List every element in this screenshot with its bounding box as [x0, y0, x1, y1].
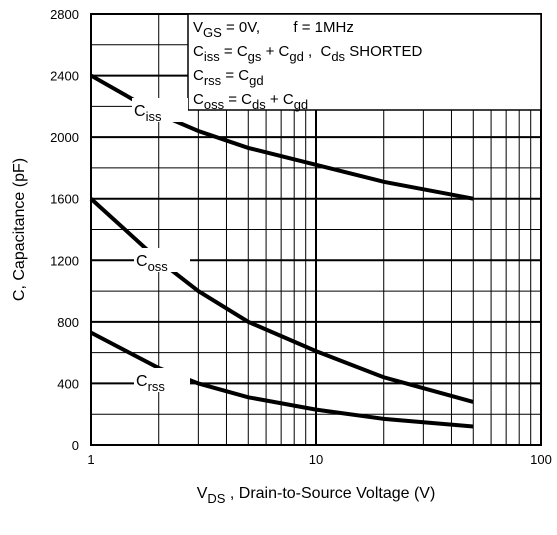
annotation-part: SHORTED	[345, 43, 422, 60]
annotation-part: , C	[304, 43, 332, 60]
annotation-part: C	[193, 67, 204, 84]
y-tick-label: 1600	[50, 192, 79, 207]
annotation-part: rss	[204, 73, 222, 88]
series-label-part: oss	[148, 259, 169, 274]
annotation-part: gs	[248, 49, 262, 64]
annotation: VGS = 0V, f = 1MHz	[193, 19, 354, 40]
series-label-bg	[134, 368, 190, 392]
annotation-part: iss	[204, 49, 220, 64]
annotation-part: ds	[331, 49, 345, 64]
annotation-part: + C	[266, 91, 294, 108]
annotation-part: V	[193, 19, 203, 36]
annotation: Crss = Cgd	[193, 67, 264, 88]
x-axis-label-part: DS	[207, 491, 225, 506]
annotation-box	[187, 13, 542, 111]
series-label: Ciss	[134, 103, 162, 124]
series-label: Coss	[136, 253, 168, 274]
annotation-part: = C	[221, 67, 249, 84]
annotation-part: GS	[203, 25, 222, 40]
annotation-part: gd	[294, 97, 308, 112]
y-tick-label: 800	[57, 315, 79, 330]
annotation-part: + C	[261, 43, 289, 60]
annotation-part: gd	[249, 73, 263, 88]
x-axis-label: VDS , Drain-to-Source Voltage (V)	[197, 485, 436, 506]
y-tick-label: 400	[57, 376, 79, 391]
series-label-part: C	[136, 373, 148, 390]
x-tick-label: 100	[530, 452, 552, 467]
series-label-bg	[132, 98, 188, 122]
y-tick-label: 0	[72, 438, 79, 453]
annotation: Ciss = Cgs + Cgd , Cds SHORTED	[193, 43, 422, 64]
y-axis-label: C, Capacitance (pF)	[11, 158, 28, 301]
y-tick-label: 2000	[50, 130, 79, 145]
x-tick-label: 1	[87, 452, 94, 467]
y-tick-label: 2800	[50, 7, 79, 22]
series-label-bg	[134, 248, 190, 272]
annotation-part: ds	[252, 97, 266, 112]
x-axis-label-part: V	[197, 485, 208, 502]
annotation-part: C	[193, 91, 204, 108]
series-label: Crss	[136, 373, 165, 394]
series-label-part: C	[134, 103, 146, 120]
annotation-part: = C	[224, 91, 252, 108]
annotation-part: C	[193, 43, 204, 60]
x-axis-label-part: , Drain-to-Source Voltage (V)	[225, 485, 435, 502]
annotation-part: = C	[220, 43, 248, 60]
x-tick-label: 10	[309, 452, 323, 467]
y-tick-label: 1200	[50, 253, 79, 268]
series-label-part: rss	[148, 379, 166, 394]
series-label-part: iss	[146, 109, 162, 124]
series-label-part: C	[136, 253, 148, 270]
annotation: Coss = Cds + Cgd	[193, 91, 308, 112]
annotation-part: gd	[289, 49, 303, 64]
annotation-part: = 0V, f = 1MHz	[222, 19, 354, 36]
y-tick-label: 2400	[50, 69, 79, 84]
annotation-part: oss	[204, 97, 225, 112]
